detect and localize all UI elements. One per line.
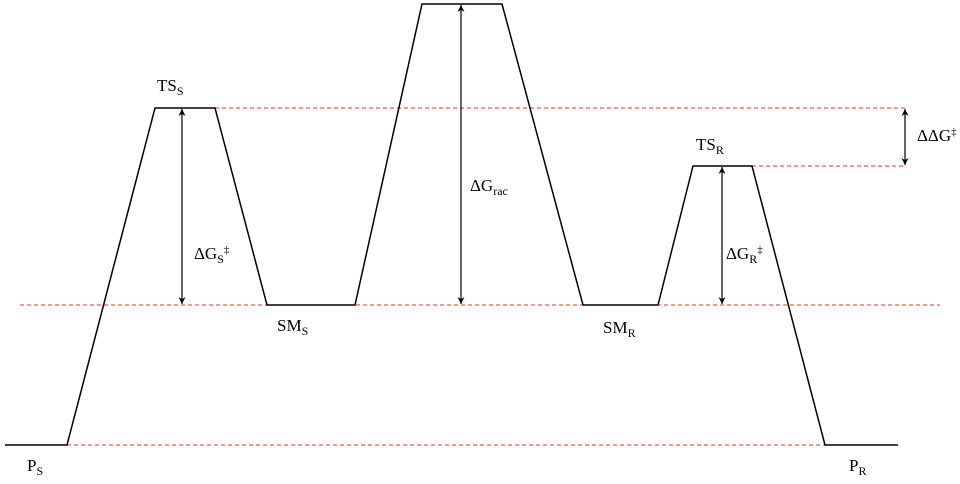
label-ddg: ΔΔG‡ <box>917 126 957 145</box>
label-p-r: PR <box>849 456 867 478</box>
label-ts-s: TSS <box>157 76 184 98</box>
label-ts-r: TSR <box>696 135 724 157</box>
label-dg-r: ΔGR‡ <box>726 244 763 266</box>
energy-profile <box>5 3 898 446</box>
label-sm-s: SMS <box>277 316 309 338</box>
label-p-s: PS <box>27 456 44 478</box>
label-dg-rac: ΔGrac <box>470 176 508 198</box>
reference-lines <box>20 107 940 446</box>
label-sm-r: SMR <box>603 318 636 340</box>
label-dg-s: ΔGS‡ <box>194 244 230 266</box>
